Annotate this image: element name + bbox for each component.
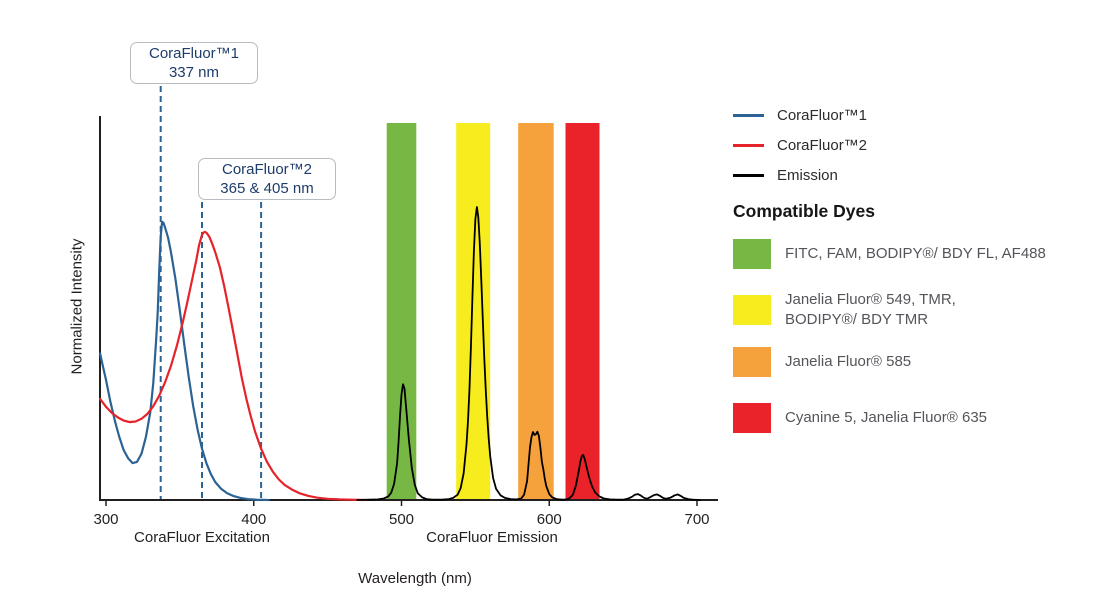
emission-line-swatch: [733, 174, 764, 177]
emission-band-red: [565, 123, 600, 500]
callout-corafluor2-wavelength: 365 & 405 nm: [220, 180, 314, 197]
legend-item-corafluor2: CoraFluor™2: [733, 135, 867, 156]
yellow-band-swatch: [733, 295, 771, 326]
green-band-swatch: [733, 239, 771, 269]
callout-corafluor1-wavelength: 337 nm: [168, 64, 220, 81]
corafluor1-curve: [99, 220, 270, 502]
emission-band-orange: [518, 123, 554, 500]
compatible-dyes-heading: Compatible Dyes: [733, 201, 875, 221]
emission-band-green: [386, 123, 417, 500]
red-band-swatch: [733, 403, 771, 433]
dye-item-yellow: Janelia Fluor® 549, TMR, BODIPY®/ BDY TM…: [733, 290, 1003, 331]
legend-label: CoraFluor™1: [777, 107, 868, 124]
callout-corafluor1-name: CoraFluor™1: [148, 44, 240, 62]
legend-label: Emission: [777, 167, 838, 184]
x-tick-label-400: 400: [241, 511, 266, 528]
legend: CoraFluor™1 CoraFluor™2 Emission: [733, 105, 867, 186]
legend-item-corafluor1: CoraFluor™1: [733, 105, 867, 126]
dye-label: Cyanine 5, Janelia Fluor® 635: [785, 408, 988, 426]
corafluor2-line-swatch: [733, 144, 764, 147]
orange-band-swatch: [733, 347, 771, 377]
emission-band-yellow: [456, 123, 491, 500]
callout-corafluor1: CoraFluor™1 337 nm: [130, 42, 258, 84]
x-axis-caption-excitation: CoraFluor Excitation: [134, 529, 270, 546]
x-tick-label-500: 500: [389, 511, 414, 528]
callout-corafluor2: CoraFluor™2 365 & 405 nm: [198, 158, 336, 200]
legend-label: CoraFluor™2: [777, 137, 868, 154]
legend-item-emission: Emission: [733, 165, 867, 186]
corafluor2-curve: [99, 230, 366, 502]
callout-corafluor2-name: CoraFluor™2: [221, 160, 313, 178]
dye-item-red: Cyanine 5, Janelia Fluor® 635: [733, 403, 987, 433]
y-axis-label: Normalized Intensity: [68, 238, 86, 375]
emission-curve: [356, 206, 701, 501]
x-tick-label-300: 300: [93, 511, 118, 528]
x-tick-label-700: 700: [684, 511, 709, 528]
dye-item-orange: Janelia Fluor® 585: [733, 347, 911, 377]
corafluor1-line-swatch: [733, 114, 764, 117]
dye-item-green: FITC, FAM, BODIPY®/ BDY FL, AF488: [733, 239, 1046, 269]
dye-label: Janelia Fluor® 549, TMR, BODIPY®/ BDY TM…: [785, 291, 956, 329]
x-axis-label: Wavelength (nm): [358, 570, 472, 587]
x-tick-label-600: 600: [537, 511, 562, 528]
dye-label: FITC, FAM, BODIPY®/ BDY FL, AF488: [785, 244, 1046, 262]
dye-label: Janelia Fluor® 585: [785, 352, 912, 370]
x-axis-caption-emission: CoraFluor Emission: [426, 529, 558, 546]
